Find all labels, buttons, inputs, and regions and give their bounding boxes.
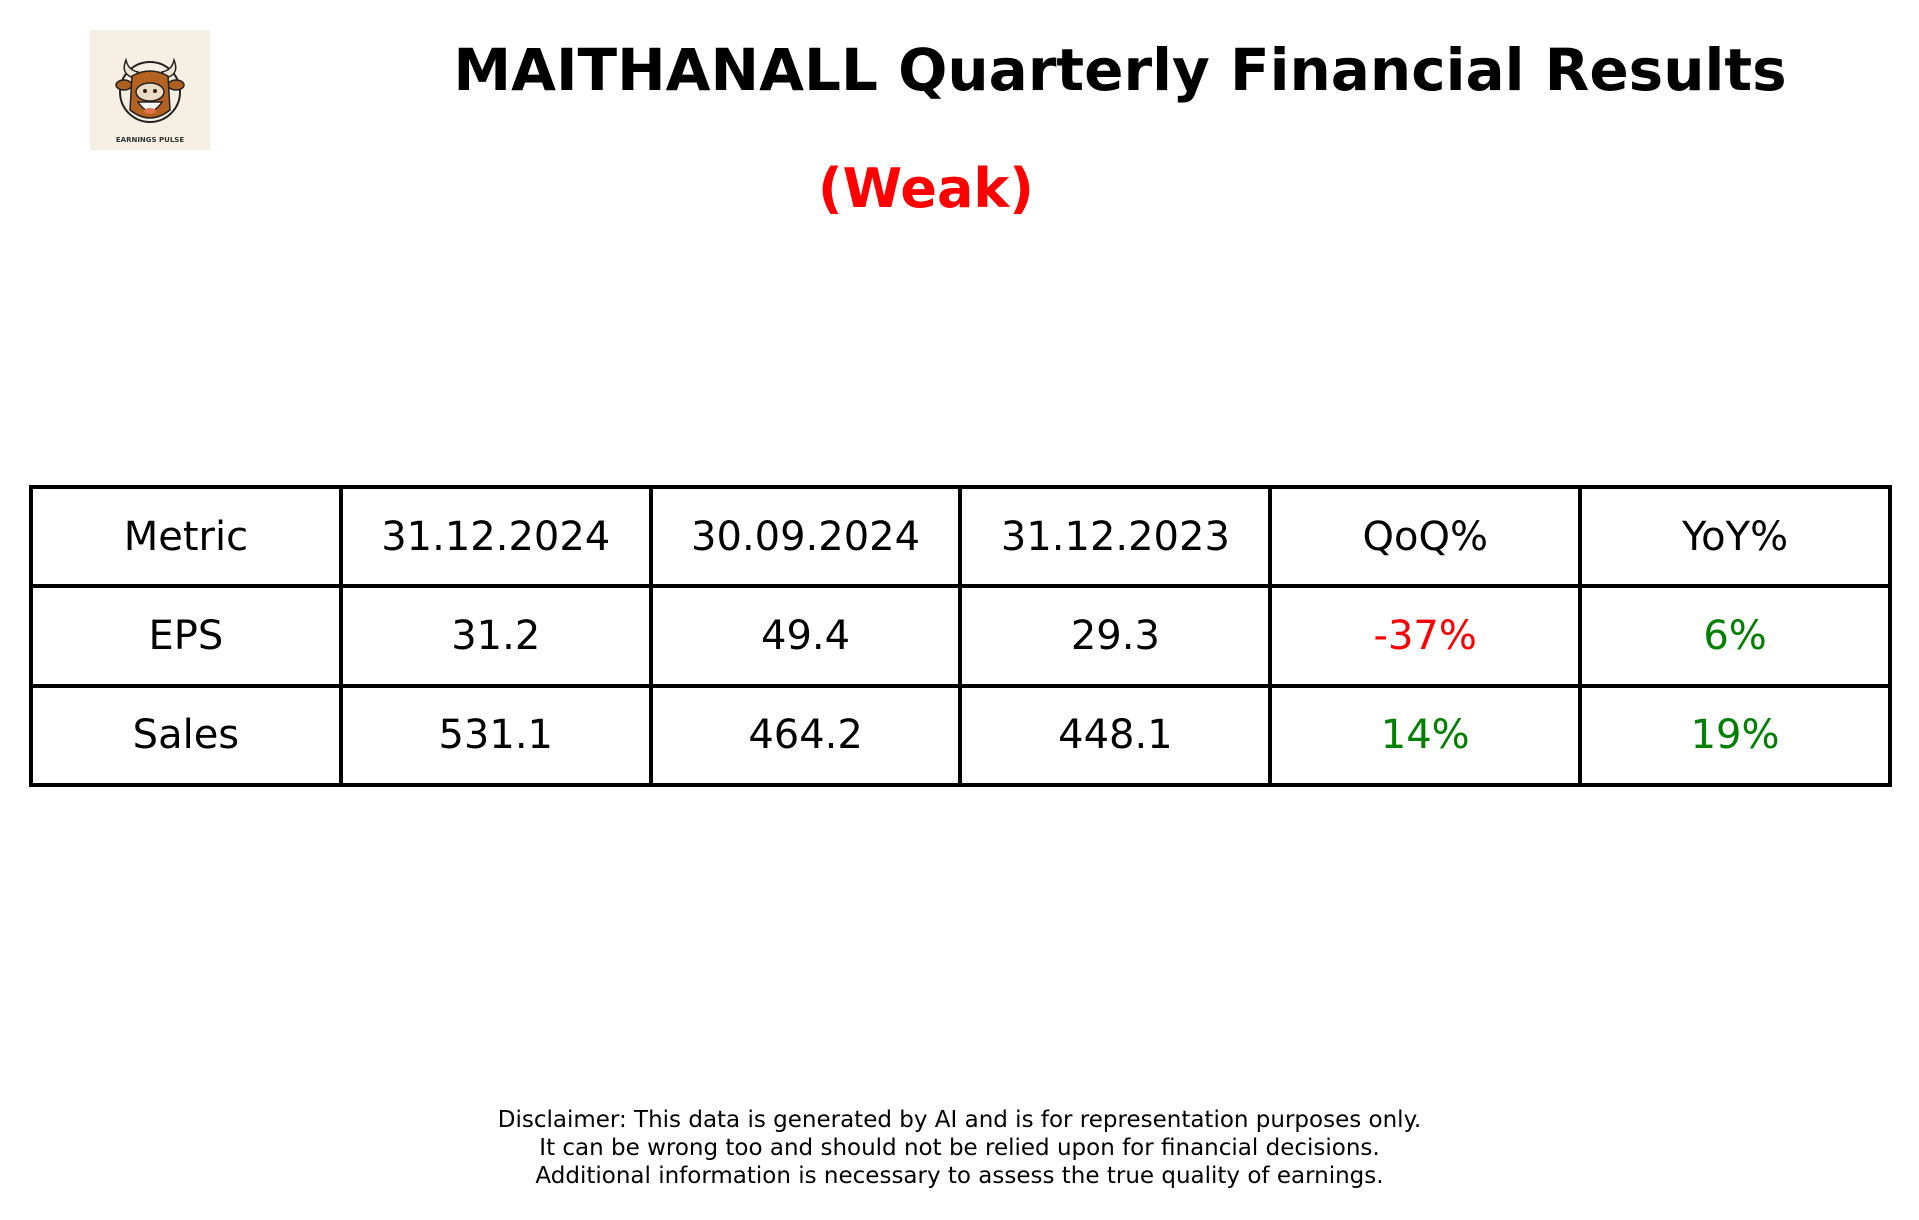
disclaimer-line: Additional information is necessary to a…	[535, 1163, 1384, 1189]
svg-text:EARNINGS PULSE: EARNINGS PULSE	[116, 136, 184, 144]
column-header-previous-quarter: 30.09.2024	[648, 484, 963, 589]
disclaimer-line: It can be wrong too and should not be re…	[539, 1135, 1380, 1161]
earnings-pulse-logo: EARNINGS PULSE	[90, 30, 210, 150]
sales-yoy-change: 19%	[1578, 683, 1892, 788]
eps-previous-quarter: 49.4	[648, 584, 963, 688]
sales-previous-quarter: 464.2	[648, 683, 963, 788]
eps-current-quarter: 31.2	[338, 584, 653, 688]
eps-yoy-change: 6%	[1578, 584, 1892, 688]
table-row-eps: EPS 31.2 49.4 29.3 -37% 6%	[29, 584, 1892, 688]
disclaimer-line: Disclaimer: This data is generated by AI…	[497, 1107, 1422, 1133]
sales-qoq-change: 14%	[1268, 683, 1583, 788]
sales-year-ago-quarter: 448.1	[958, 683, 1273, 788]
eps-qoq-change: -37%	[1268, 584, 1583, 688]
table-row-sales: Sales 531.1 464.2 448.1 14% 19%	[29, 683, 1892, 788]
column-header-metric: Metric	[29, 484, 343, 589]
metric-label: EPS	[29, 584, 343, 688]
eps-year-ago-quarter: 29.3	[958, 584, 1273, 688]
financial-results-table: Metric 31.12.2024 30.09.2024 31.12.2023 …	[29, 484, 1892, 788]
sales-current-quarter: 531.1	[338, 683, 653, 788]
disclaimer: Disclaimer: This data is generated by AI…	[0, 1106, 1919, 1190]
column-header-current-quarter: 31.12.2024	[338, 484, 653, 589]
page-title: MAITHANALL Quarterly Financial Results	[453, 36, 1787, 104]
column-header-qoq: QoQ%	[1268, 484, 1583, 589]
bull-mascot-icon: EARNINGS PULSE	[90, 30, 210, 150]
rating-badge: (Weak)	[818, 157, 1034, 220]
column-header-year-ago-quarter: 31.12.2023	[958, 484, 1273, 589]
metric-label: Sales	[29, 683, 343, 788]
column-header-yoy: YoY%	[1578, 484, 1892, 589]
table-header-row: Metric 31.12.2024 30.09.2024 31.12.2023 …	[29, 484, 1892, 589]
